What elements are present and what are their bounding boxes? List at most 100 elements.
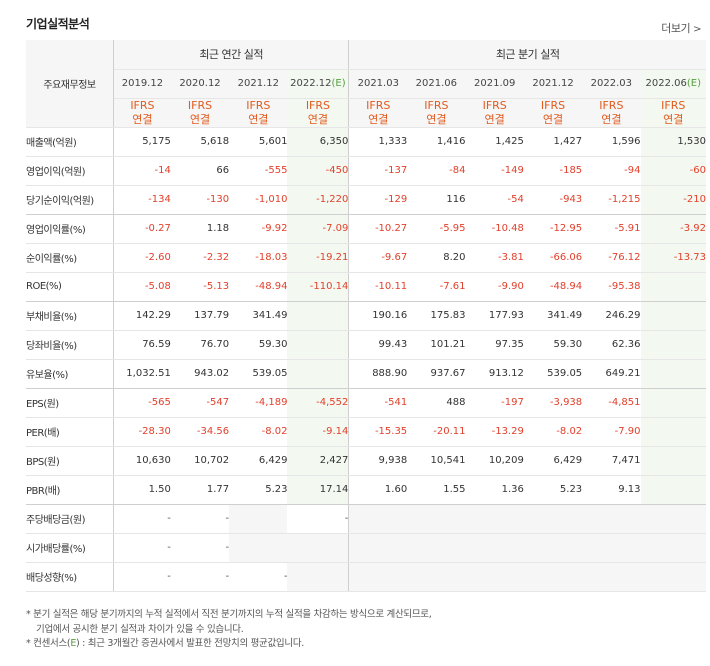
value-cell: -8.02 [523, 417, 583, 447]
value-cell: -10.27 [348, 214, 408, 244]
value-cell [640, 417, 706, 447]
footnote-1-cont: 기업에서 공시한 분기 실적과 차이가 있을 수 있습니다. [36, 623, 244, 635]
value-cell: -1,220 [287, 185, 350, 215]
value-cell: 943.02 [170, 359, 230, 389]
annual-group-header: 최근 연간 실적 [113, 40, 350, 70]
value-cell: -0.27 [113, 214, 171, 244]
value-cell: -84 [407, 156, 466, 186]
value-cell: -48.94 [523, 272, 583, 302]
period-label: 2019.12 [121, 78, 164, 89]
value-cell: -10.48 [465, 214, 524, 244]
period-label: 2022.12 [290, 78, 332, 89]
consolidated-label: 연결 [132, 112, 153, 126]
more-link[interactable]: 더보기 > [661, 20, 701, 36]
consolidated-label: 연결 [307, 112, 329, 126]
value-cell: 1,530 [640, 127, 706, 157]
value-cell: -9.92 [229, 214, 288, 244]
value-cell: -2.60 [113, 243, 171, 273]
value-cell: -185 [523, 156, 583, 186]
value-cell [582, 562, 641, 592]
quarter-group-header: 최근 분기 실적 [348, 40, 706, 70]
value-cell: 175.83 [407, 301, 466, 331]
row-label: PBR(배) [26, 475, 114, 505]
table-row: 순이익률(%) -2.60 -2.32 -18.03 -19.21 -9.67 8.20 -3… [26, 243, 706, 273]
value-cell: -5.95 [407, 214, 466, 244]
value-cell: 1,596 [582, 127, 641, 157]
value-cell: -12.95 [523, 214, 583, 244]
consolidated-label: 연결 [663, 112, 684, 126]
value-cell: -541 [348, 388, 408, 418]
ifrs-label: IFRS [661, 98, 686, 112]
footnote-1: * 분기 실적은 해당 분기까지의 누적 실적에서 직전 분기까지의 누적 실적… [26, 609, 432, 620]
consolidated-label: 연결 [248, 112, 269, 126]
value-cell: 190.16 [348, 301, 408, 331]
row-label: 영업이익률(%) [26, 214, 114, 244]
value-cell: 341.49 [229, 301, 288, 331]
value-cell: -8.02 [229, 417, 288, 447]
value-cell: 142.29 [113, 301, 171, 331]
value-cell: 76.59 [113, 330, 171, 360]
financial-summary-table: 주요재무정보 최근 연간 실적 최근 분기 실적 2019.12 2020.12 2… [26, 40, 706, 592]
value-cell: 6,350 [287, 127, 350, 157]
value-cell: 488 [407, 388, 466, 418]
row-label: EPS(원) [26, 388, 114, 418]
period-quarter-3: 2021.12 [523, 69, 583, 99]
value-cell: -60 [640, 156, 706, 186]
value-cell: 5,618 [170, 127, 230, 157]
table-row: 부채비율(%) 142.29 137.79 341.49 190.16 175.83 177… [26, 301, 706, 331]
value-cell [465, 504, 524, 534]
period-label: 2020.12 [179, 78, 221, 89]
value-cell: 2,427 [287, 446, 350, 476]
row-label: PER(배) [26, 417, 114, 447]
table-row: 주당배당금(원) - - - [26, 504, 706, 534]
ifrs-label: IFRS [130, 98, 155, 112]
estimate-mark: (E) [331, 78, 346, 89]
ifrs-label: IFRS [599, 98, 624, 112]
value-cell: -9.67 [348, 243, 408, 273]
row-label: 영업이익(억원) [26, 156, 114, 186]
value-cell: 1.77 [170, 475, 230, 505]
value-cell: -4,552 [287, 388, 350, 418]
value-cell [287, 301, 350, 331]
value-cell [523, 533, 583, 563]
table-row: 당좌비율(%) 76.59 76.70 59.30 99.43 101.21 97.35 59… [26, 330, 706, 360]
value-cell [287, 562, 350, 592]
value-cell: -18.03 [229, 243, 288, 273]
value-cell [287, 533, 350, 563]
value-cell [640, 446, 706, 476]
value-cell: 1.55 [407, 475, 466, 505]
value-cell: -34.56 [170, 417, 230, 447]
value-cell: -54 [465, 185, 524, 215]
value-cell: -7.61 [407, 272, 466, 302]
period-annual-1: 2020.12 [170, 69, 230, 99]
value-cell: -129 [348, 185, 408, 215]
value-cell: -19.21 [287, 243, 350, 273]
period-label: 2022.03 [590, 78, 633, 89]
value-cell: - [229, 562, 288, 592]
value-cell: -943 [523, 185, 583, 215]
value-cell: -555 [229, 156, 288, 186]
value-cell: -110.14 [287, 272, 350, 302]
value-cell: 66 [170, 156, 230, 186]
value-cell: -95.38 [582, 272, 641, 302]
table-row: 시가배당률(%) - - [26, 533, 706, 563]
value-cell: 97.35 [465, 330, 524, 360]
value-cell: -4,189 [229, 388, 288, 418]
value-cell: 1.18 [170, 214, 230, 244]
consolidated-label: 연결 [601, 112, 622, 126]
value-cell: 5.23 [523, 475, 583, 505]
value-cell [640, 533, 706, 563]
value-cell: -66.06 [523, 243, 583, 273]
value-cell: -48.94 [229, 272, 288, 302]
value-cell: -2.32 [170, 243, 230, 273]
value-cell: -5.13 [170, 272, 230, 302]
ifrs-quarter-4: IFRS 연결 [582, 98, 641, 128]
value-cell [407, 533, 466, 563]
row-label: 주당배당금(원) [26, 504, 114, 534]
value-cell [229, 504, 288, 534]
value-cell: -28.30 [113, 417, 171, 447]
footnote-1-text: 분기 실적은 해당 분기까지의 누적 실적에서 직전 분기까지의 누적 실적을 … [33, 609, 432, 620]
value-cell [640, 330, 706, 360]
section-title: 기업실적분석 [26, 17, 90, 31]
row-label: BPS(원) [26, 446, 114, 476]
